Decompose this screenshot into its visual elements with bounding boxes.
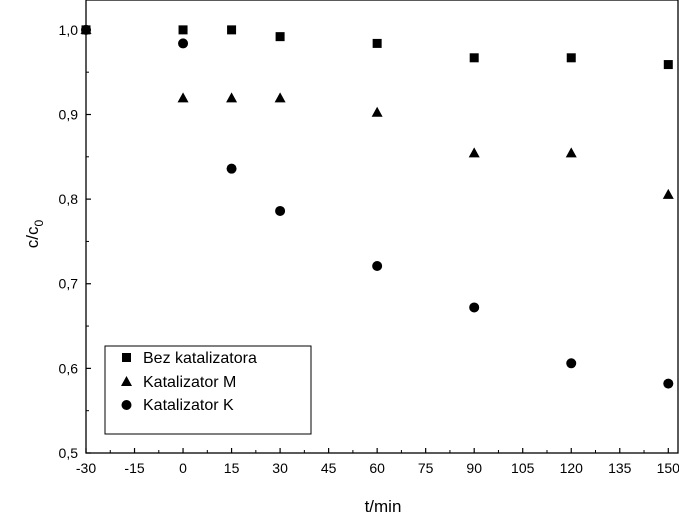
x-tick-label: 45 [321, 460, 337, 476]
legend-label: Bez katalizatora [143, 350, 257, 367]
x-tick-label: 135 [608, 460, 632, 476]
data-points [80, 23, 674, 389]
x-tick-label: 75 [418, 460, 434, 476]
triangle-point [274, 92, 286, 103]
y-tick-label: 0,7 [59, 276, 79, 292]
legend-square-marker [122, 353, 131, 362]
triangle-point [177, 92, 189, 103]
legend-triangle-marker [121, 376, 132, 386]
square-point [372, 38, 382, 48]
circle-point [226, 163, 237, 174]
y-axis-title-main: c/c [23, 226, 42, 248]
circle-point [663, 378, 674, 389]
legend-circle-marker [121, 400, 132, 410]
circle-point [178, 38, 189, 49]
triangle-point [565, 147, 577, 158]
legend-item-katalizator-m: Katalizator M [121, 374, 236, 391]
square-point [469, 53, 479, 63]
triangle-point [662, 188, 674, 199]
x-tick-label: -30 [76, 460, 96, 476]
circle-point [275, 205, 286, 216]
square-point [663, 60, 673, 70]
plot-frame [85, 0, 679, 454]
x-axis: -30 -15 0 15 30 45 60 75 90 105 120 135 150 [76, 448, 679, 476]
y-axis-title: c/c0 [23, 219, 46, 248]
x-tick-label: 15 [224, 460, 240, 476]
x-tick-label: 60 [369, 460, 385, 476]
legend-label: Katalizator M [143, 374, 236, 391]
x-tick-label: 30 [272, 460, 288, 476]
y-tick-label: 0,5 [59, 445, 79, 461]
x-tick-label: 105 [511, 460, 535, 476]
circle-point [566, 358, 577, 369]
y-tick-label: 0,6 [59, 360, 79, 376]
legend-label: Katalizator K [143, 397, 234, 414]
circle-point [81, 24, 91, 35]
y-tick-label: 1,0 [59, 22, 79, 38]
legend-item-katalizator-k: Katalizator K [121, 397, 234, 414]
x-tick-label: 120 [560, 460, 584, 476]
square-point [178, 25, 188, 35]
x-tick-label: -15 [124, 460, 144, 476]
triangle-point [226, 92, 238, 103]
square-point [275, 32, 285, 42]
circle-point [469, 302, 480, 313]
legend: Bez katalizatora Katalizator M Katalizat… [104, 345, 312, 435]
y-axis: 0,5 0,6 0,7 0,8 0,9 1,0 [59, 22, 91, 461]
x-tick-label: 0 [179, 460, 187, 476]
x-tick-label: 90 [466, 460, 482, 476]
square-point [566, 53, 576, 63]
y-axis-title-subscript: 0 [32, 219, 46, 226]
y-tick-label: 0,8 [59, 191, 79, 207]
triangle-point [371, 106, 383, 117]
legend-item-bez-katalizatora: Bez katalizatora [122, 350, 257, 367]
x-axis-title: t/min [365, 497, 402, 516]
square-point [227, 25, 237, 35]
circle-point [372, 260, 383, 271]
legend-box [104, 345, 312, 435]
y-tick-label: 0,9 [59, 106, 79, 122]
triangle-point [468, 147, 480, 158]
x-tick-label: 150 [657, 460, 679, 476]
